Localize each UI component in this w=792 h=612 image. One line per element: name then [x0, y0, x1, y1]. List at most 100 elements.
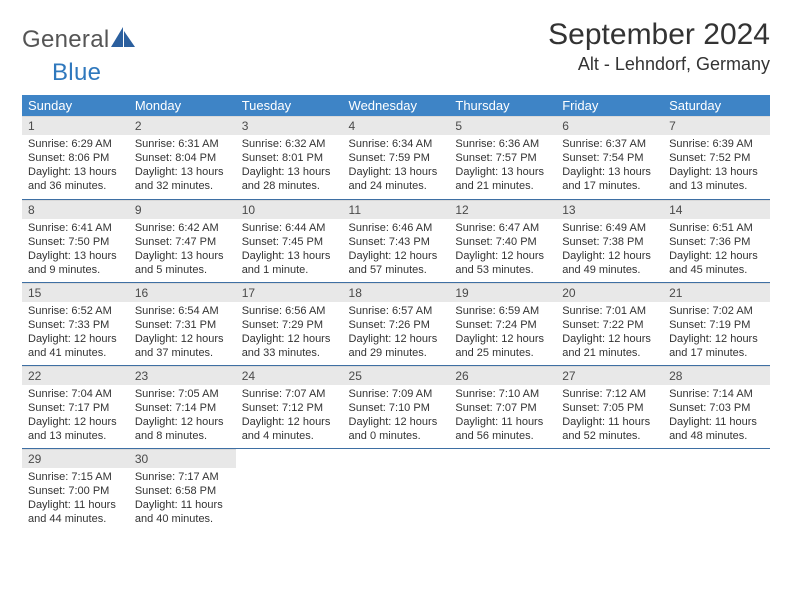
- calendar-row: 1Sunrise: 6:29 AMSunset: 8:06 PMDaylight…: [22, 116, 770, 199]
- day-number: 10: [236, 200, 343, 219]
- day-number: 1: [22, 116, 129, 135]
- calendar-cell: 1Sunrise: 6:29 AMSunset: 8:06 PMDaylight…: [22, 116, 129, 199]
- calendar-cell: 16Sunrise: 6:54 AMSunset: 7:31 PMDayligh…: [129, 282, 236, 365]
- day-number: 19: [449, 283, 556, 302]
- calendar-cell: 6Sunrise: 6:37 AMSunset: 7:54 PMDaylight…: [556, 116, 663, 199]
- day-number: 13: [556, 200, 663, 219]
- day-detail: Sunrise: 7:10 AMSunset: 7:07 PMDaylight:…: [449, 385, 556, 447]
- day-detail: Sunrise: 7:02 AMSunset: 7:19 PMDaylight:…: [663, 302, 770, 364]
- calendar-cell: 17Sunrise: 6:56 AMSunset: 7:29 PMDayligh…: [236, 282, 343, 365]
- calendar-cell: [236, 448, 343, 531]
- day-detail: Sunrise: 7:15 AMSunset: 7:00 PMDaylight:…: [22, 468, 129, 530]
- day-detail: Sunrise: 6:47 AMSunset: 7:40 PMDaylight:…: [449, 219, 556, 281]
- calendar-cell: 9Sunrise: 6:42 AMSunset: 7:47 PMDaylight…: [129, 199, 236, 282]
- day-detail: Sunrise: 6:34 AMSunset: 7:59 PMDaylight:…: [343, 135, 450, 197]
- day-detail: Sunrise: 6:54 AMSunset: 7:31 PMDaylight:…: [129, 302, 236, 364]
- day-detail: Sunrise: 7:04 AMSunset: 7:17 PMDaylight:…: [22, 385, 129, 447]
- calendar-cell: 4Sunrise: 6:34 AMSunset: 7:59 PMDaylight…: [343, 116, 450, 199]
- day-detail: Sunrise: 6:42 AMSunset: 7:47 PMDaylight:…: [129, 219, 236, 281]
- calendar-cell: 29Sunrise: 7:15 AMSunset: 7:00 PMDayligh…: [22, 448, 129, 531]
- day-number: 20: [556, 283, 663, 302]
- day-number: 25: [343, 366, 450, 385]
- day-number: 26: [449, 366, 556, 385]
- calendar-cell: [556, 448, 663, 531]
- calendar-row: 15Sunrise: 6:52 AMSunset: 7:33 PMDayligh…: [22, 282, 770, 365]
- brand-text-2: Blue: [52, 59, 101, 86]
- day-number: 18: [343, 283, 450, 302]
- day-number: 23: [129, 366, 236, 385]
- col-thursday: Thursday: [449, 95, 556, 116]
- day-detail: Sunrise: 6:44 AMSunset: 7:45 PMDaylight:…: [236, 219, 343, 281]
- calendar-cell: [343, 448, 450, 531]
- day-number: 27: [556, 366, 663, 385]
- brand-sail-icon: [111, 27, 137, 54]
- calendar-cell: 26Sunrise: 7:10 AMSunset: 7:07 PMDayligh…: [449, 365, 556, 448]
- col-monday: Monday: [129, 95, 236, 116]
- brand-text-1: General: [22, 26, 109, 54]
- calendar-cell: 13Sunrise: 6:49 AMSunset: 7:38 PMDayligh…: [556, 199, 663, 282]
- day-detail: Sunrise: 6:49 AMSunset: 7:38 PMDaylight:…: [556, 219, 663, 281]
- calendar-cell: 11Sunrise: 6:46 AMSunset: 7:43 PMDayligh…: [343, 199, 450, 282]
- day-detail: Sunrise: 7:05 AMSunset: 7:14 PMDaylight:…: [129, 385, 236, 447]
- col-friday: Friday: [556, 95, 663, 116]
- day-number: 11: [343, 200, 450, 219]
- calendar-cell: 8Sunrise: 6:41 AMSunset: 7:50 PMDaylight…: [22, 199, 129, 282]
- day-detail: Sunrise: 6:37 AMSunset: 7:54 PMDaylight:…: [556, 135, 663, 197]
- day-number: 17: [236, 283, 343, 302]
- col-sunday: Sunday: [22, 95, 129, 116]
- calendar-cell: 24Sunrise: 7:07 AMSunset: 7:12 PMDayligh…: [236, 365, 343, 448]
- calendar-table: Sunday Monday Tuesday Wednesday Thursday…: [22, 95, 770, 531]
- calendar-cell: 3Sunrise: 6:32 AMSunset: 8:01 PMDaylight…: [236, 116, 343, 199]
- calendar-row: 8Sunrise: 6:41 AMSunset: 7:50 PMDaylight…: [22, 199, 770, 282]
- day-detail: Sunrise: 7:07 AMSunset: 7:12 PMDaylight:…: [236, 385, 343, 447]
- calendar-row: 29Sunrise: 7:15 AMSunset: 7:00 PMDayligh…: [22, 448, 770, 531]
- day-detail: Sunrise: 6:59 AMSunset: 7:24 PMDaylight:…: [449, 302, 556, 364]
- calendar-cell: 14Sunrise: 6:51 AMSunset: 7:36 PMDayligh…: [663, 199, 770, 282]
- calendar-cell: 10Sunrise: 6:44 AMSunset: 7:45 PMDayligh…: [236, 199, 343, 282]
- day-number: 5: [449, 116, 556, 135]
- day-detail: Sunrise: 6:51 AMSunset: 7:36 PMDaylight:…: [663, 219, 770, 281]
- calendar-cell: 27Sunrise: 7:12 AMSunset: 7:05 PMDayligh…: [556, 365, 663, 448]
- day-number: 8: [22, 200, 129, 219]
- day-number: 3: [236, 116, 343, 135]
- day-number: 29: [22, 449, 129, 468]
- day-number: 30: [129, 449, 236, 468]
- calendar-cell: 7Sunrise: 6:39 AMSunset: 7:52 PMDaylight…: [663, 116, 770, 199]
- day-detail: Sunrise: 6:57 AMSunset: 7:26 PMDaylight:…: [343, 302, 450, 364]
- calendar-cell: 5Sunrise: 6:36 AMSunset: 7:57 PMDaylight…: [449, 116, 556, 199]
- day-detail: Sunrise: 6:41 AMSunset: 7:50 PMDaylight:…: [22, 219, 129, 281]
- calendar-cell: 20Sunrise: 7:01 AMSunset: 7:22 PMDayligh…: [556, 282, 663, 365]
- day-number: 7: [663, 116, 770, 135]
- calendar-cell: [449, 448, 556, 531]
- day-detail: Sunrise: 6:56 AMSunset: 7:29 PMDaylight:…: [236, 302, 343, 364]
- day-number: 21: [663, 283, 770, 302]
- brand-logo: General: [22, 26, 137, 54]
- day-number: 22: [22, 366, 129, 385]
- calendar-cell: 28Sunrise: 7:14 AMSunset: 7:03 PMDayligh…: [663, 365, 770, 448]
- calendar-cell: 22Sunrise: 7:04 AMSunset: 7:17 PMDayligh…: [22, 365, 129, 448]
- day-detail: Sunrise: 6:36 AMSunset: 7:57 PMDaylight:…: [449, 135, 556, 197]
- day-number: 24: [236, 366, 343, 385]
- day-number: 12: [449, 200, 556, 219]
- calendar-row: 22Sunrise: 7:04 AMSunset: 7:17 PMDayligh…: [22, 365, 770, 448]
- day-detail: Sunrise: 6:52 AMSunset: 7:33 PMDaylight:…: [22, 302, 129, 364]
- calendar-cell: 18Sunrise: 6:57 AMSunset: 7:26 PMDayligh…: [343, 282, 450, 365]
- day-detail: Sunrise: 6:32 AMSunset: 8:01 PMDaylight:…: [236, 135, 343, 197]
- day-detail: Sunrise: 6:31 AMSunset: 8:04 PMDaylight:…: [129, 135, 236, 197]
- col-wednesday: Wednesday: [343, 95, 450, 116]
- day-detail: Sunrise: 6:29 AMSunset: 8:06 PMDaylight:…: [22, 135, 129, 197]
- calendar-header-row: Sunday Monday Tuesday Wednesday Thursday…: [22, 95, 770, 116]
- day-number: 4: [343, 116, 450, 135]
- day-detail: Sunrise: 7:17 AMSunset: 6:58 PMDaylight:…: [129, 468, 236, 530]
- day-number: 15: [22, 283, 129, 302]
- col-tuesday: Tuesday: [236, 95, 343, 116]
- calendar-cell: [663, 448, 770, 531]
- calendar-cell: 30Sunrise: 7:17 AMSunset: 6:58 PMDayligh…: [129, 448, 236, 531]
- col-saturday: Saturday: [663, 95, 770, 116]
- calendar-cell: 23Sunrise: 7:05 AMSunset: 7:14 PMDayligh…: [129, 365, 236, 448]
- day-number: 28: [663, 366, 770, 385]
- calendar-cell: 15Sunrise: 6:52 AMSunset: 7:33 PMDayligh…: [22, 282, 129, 365]
- day-number: 6: [556, 116, 663, 135]
- day-detail: Sunrise: 7:09 AMSunset: 7:10 PMDaylight:…: [343, 385, 450, 447]
- calendar-cell: 2Sunrise: 6:31 AMSunset: 8:04 PMDaylight…: [129, 116, 236, 199]
